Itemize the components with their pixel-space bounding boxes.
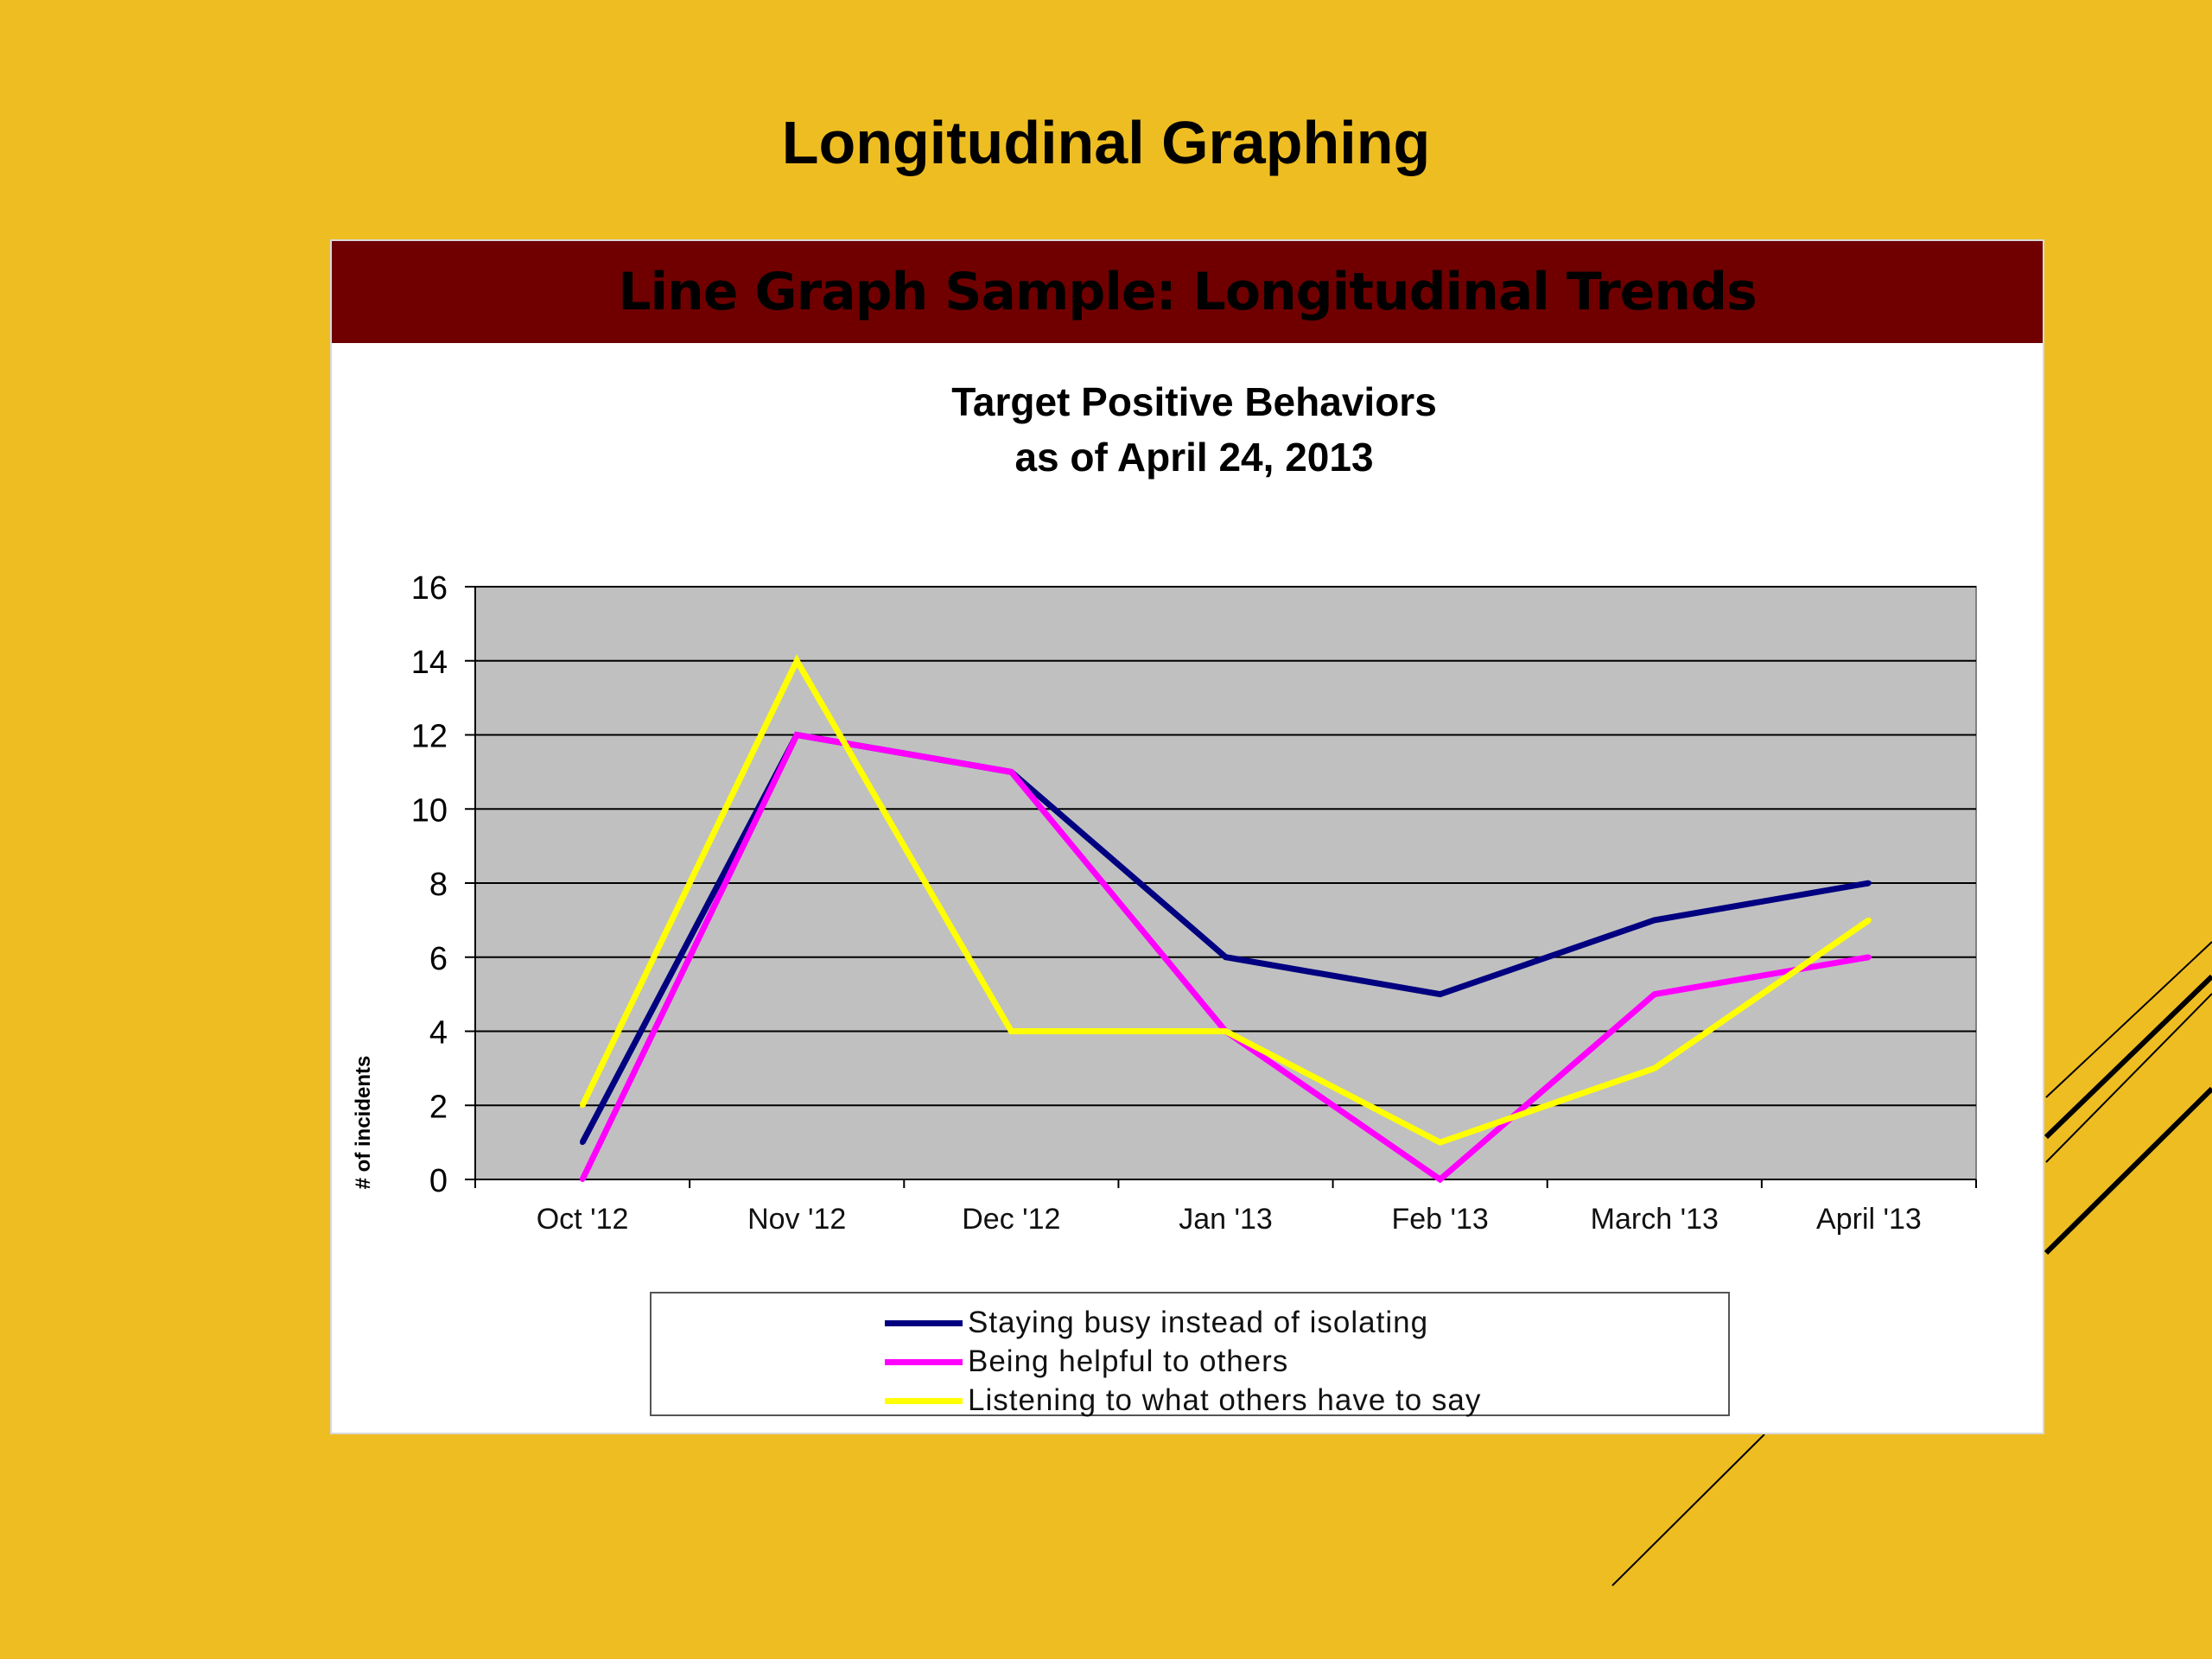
y-tick-label-0: 0: [429, 1163, 448, 1199]
data-point-s3-1: [794, 658, 800, 664]
data-point-s2-0: [580, 1177, 586, 1182]
legend-label-series-1: Staying busy instead of isolating: [968, 1306, 1429, 1339]
x-tick-label-1: Nov '12: [747, 1203, 846, 1236]
deco-line-3: [2045, 993, 2212, 1163]
y-tick-label-5: 10: [411, 792, 448, 829]
x-tick-label-6: April '13: [1816, 1203, 1922, 1236]
chart-legend: Staying busy instead of isolating Being …: [650, 1292, 1730, 1417]
y-tick-label-3: 6: [429, 941, 448, 977]
data-point-s1-3: [1223, 954, 1229, 960]
line-chart: Target Positive Behaviors as of April 24…: [352, 379, 1977, 1236]
y-tick-label-8: 16: [411, 570, 448, 607]
plot-area: 0 2 4 6 8 10 12 14 16 Oct '12 Nov '12 Dec '12 Jan '1…: [411, 570, 1977, 1236]
data-point-s2-2: [1008, 769, 1014, 775]
deco-line-4: [2044, 1086, 2212, 1255]
legend-swatch-series-3: [885, 1397, 963, 1404]
deco-line-1: [2045, 941, 2212, 1098]
legend-item-series-2: Being helpful to others: [885, 1343, 1288, 1381]
data-point-s1-5: [1651, 917, 1657, 923]
legend-label-series-3: Listening to what others have to say: [968, 1383, 1482, 1417]
legend-label-series-2: Being helpful to others: [968, 1344, 1289, 1378]
legend-swatch-series-2: [885, 1358, 963, 1365]
x-tick-label-2: Dec '12: [962, 1203, 1060, 1236]
deco-line-5: [1611, 1433, 1765, 1586]
legend-item-series-1: Staying busy instead of isolating: [885, 1304, 1428, 1342]
y-tick-label-6: 12: [411, 719, 448, 755]
x-tick-label-5: March '13: [1591, 1203, 1719, 1236]
data-point-s3-2: [1008, 1028, 1014, 1034]
legend-item-series-3: Listening to what others have to say: [885, 1382, 1481, 1420]
data-point-s3-6: [1866, 917, 1872, 923]
data-point-s2-6: [1866, 954, 1872, 960]
data-point-s3-0: [580, 1103, 586, 1109]
data-point-s2-5: [1651, 991, 1657, 997]
chart-title-line-1: Target Positive Behaviors: [951, 379, 1437, 424]
x-tick-label-0: Oct '12: [537, 1203, 629, 1236]
legend-swatch-series-1: [885, 1319, 963, 1326]
data-point-s1-4: [1437, 991, 1443, 997]
data-point-s3-3: [1223, 1028, 1229, 1034]
y-tick-label-7: 14: [411, 645, 448, 681]
banner-title: Line Graph Sample: Longitudinal Trends: [618, 262, 1758, 322]
y-tick-label-1: 2: [429, 1089, 448, 1125]
chart-card: Line Graph Sample: Longitudinal Trends T…: [330, 239, 2044, 1434]
y-tick-label-2: 4: [429, 1015, 448, 1052]
data-point-s1-6: [1866, 880, 1872, 886]
y-axis-label: # of incidents: [352, 1056, 375, 1190]
chart-title-line-2: as of April 24, 2013: [1014, 435, 1373, 480]
data-point-s3-4: [1437, 1140, 1443, 1146]
banner: Line Graph Sample: Longitudinal Trends: [332, 241, 2043, 343]
data-point-s2-1: [794, 732, 800, 738]
data-point-s3-5: [1651, 1065, 1657, 1071]
y-tick-label-4: 8: [429, 867, 448, 903]
deco-line-2: [2044, 974, 2212, 1140]
data-point-s1-0: [580, 1140, 586, 1146]
x-tick-label-4: Feb '13: [1391, 1203, 1488, 1236]
data-point-s2-4: [1437, 1177, 1443, 1182]
x-tick-label-3: Jan '13: [1179, 1203, 1273, 1236]
slide-title: Longitudinal Graphing: [781, 109, 1431, 176]
